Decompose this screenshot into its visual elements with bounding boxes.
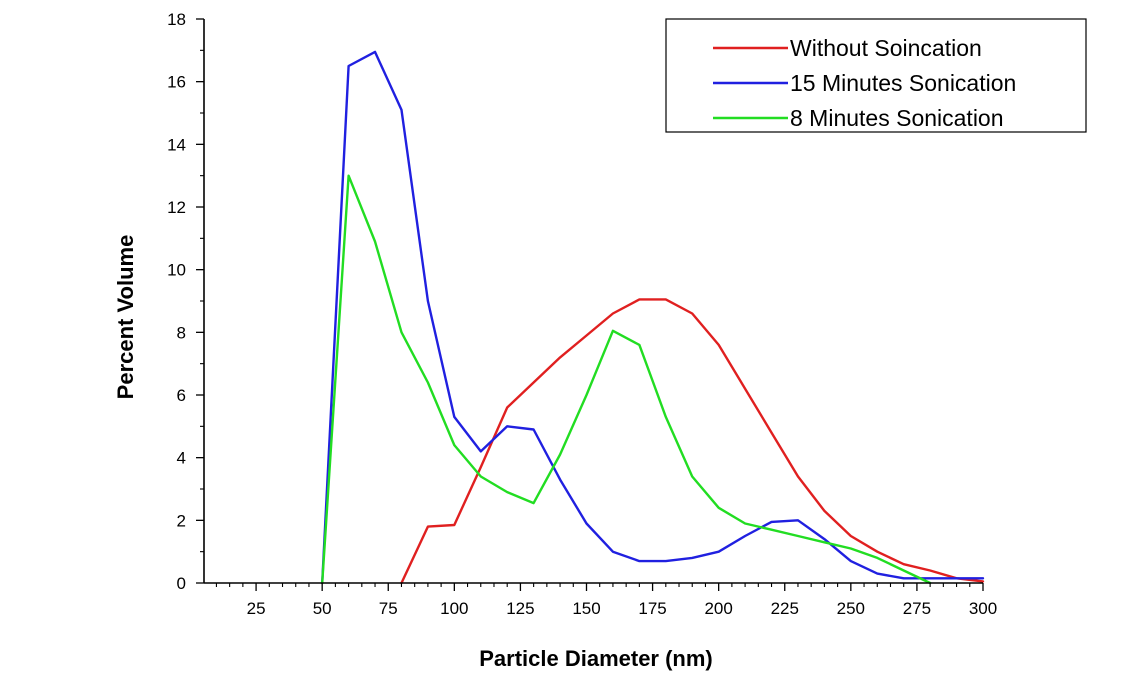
x-tick-label: 125 (506, 599, 534, 618)
x-tick-label: 275 (903, 599, 931, 618)
series-line-2 (321, 50, 985, 585)
legend-label-1: Without Soincation (790, 35, 982, 61)
series-line-1 (400, 298, 985, 585)
x-tick-label: 75 (379, 599, 398, 618)
x-tick-label: 25 (247, 599, 266, 618)
x-tick-label: 225 (771, 599, 799, 618)
legend: Without Soincation 15 Minutes Sonication 8… (665, 18, 1087, 133)
legend-label-3: 8 Minutes Sonication (790, 105, 1004, 131)
legend-label-2: 15 Minutes Sonication (790, 70, 1016, 96)
x-axis-title: Particle Diameter (nm) (479, 646, 713, 671)
y-tick-label: 6 (177, 386, 186, 405)
x-tick-label: 100 (440, 599, 468, 618)
x-tick-label: 50 (313, 599, 332, 618)
y-tick-label: 16 (167, 73, 186, 92)
y-tick-label: 4 (177, 449, 186, 468)
y-tick-label: 0 (177, 574, 186, 593)
x-tick-label: 300 (969, 599, 997, 618)
x-tick-label: 175 (638, 599, 666, 618)
x-tick-label: 200 (704, 599, 732, 618)
y-tick-label: 12 (167, 198, 186, 217)
y-axis-title: Percent Volume (113, 235, 138, 400)
plot-lines (321, 50, 985, 585)
legend-box (665, 18, 1087, 133)
y-tick-label: 10 (167, 261, 186, 280)
x-tick-label: 250 (837, 599, 865, 618)
series-line-3 (321, 174, 932, 585)
y-tick-label: 8 (177, 323, 186, 342)
x-tick-label: 150 (572, 599, 600, 618)
y-tick-label: 2 (177, 511, 186, 530)
y-tick-label: 18 (167, 10, 186, 29)
ticks: 0 2 4 6 8 10 12 14 16 18 25 50 75 100 125 150 175 200 225 2… (167, 10, 997, 618)
y-tick-label: 14 (167, 135, 186, 154)
